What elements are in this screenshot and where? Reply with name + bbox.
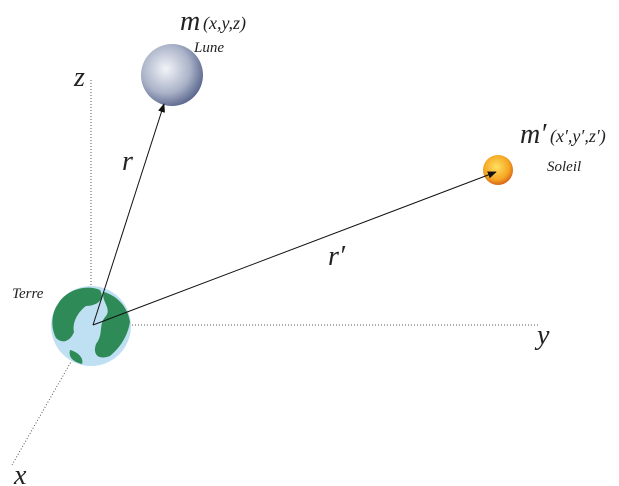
- y-label: y: [534, 320, 550, 351]
- earth: [51, 286, 131, 366]
- sun-name: Soleil: [547, 159, 581, 175]
- vector-r-prime-label: r′: [328, 241, 346, 272]
- moon-symbol: m: [180, 6, 200, 37]
- sun: [483, 155, 513, 185]
- x-label: x: [13, 460, 27, 486]
- moon-coords: (x,y,z): [203, 13, 246, 34]
- earth-name: Terre: [12, 286, 44, 302]
- diagram: m (x,y,z) Lune m′ (x′,y′,z′) Soleil Terr…: [0, 0, 619, 486]
- z-label: z: [73, 62, 85, 93]
- vector-r-label: r: [122, 146, 133, 177]
- moon-name: Lune: [193, 40, 224, 56]
- vector-r: [93, 104, 164, 325]
- vector-r-prime: [93, 172, 496, 325]
- sun-coords: (x′,y′,z′): [550, 126, 606, 147]
- x-axis: [12, 360, 72, 465]
- sun-symbol: m′: [520, 119, 547, 150]
